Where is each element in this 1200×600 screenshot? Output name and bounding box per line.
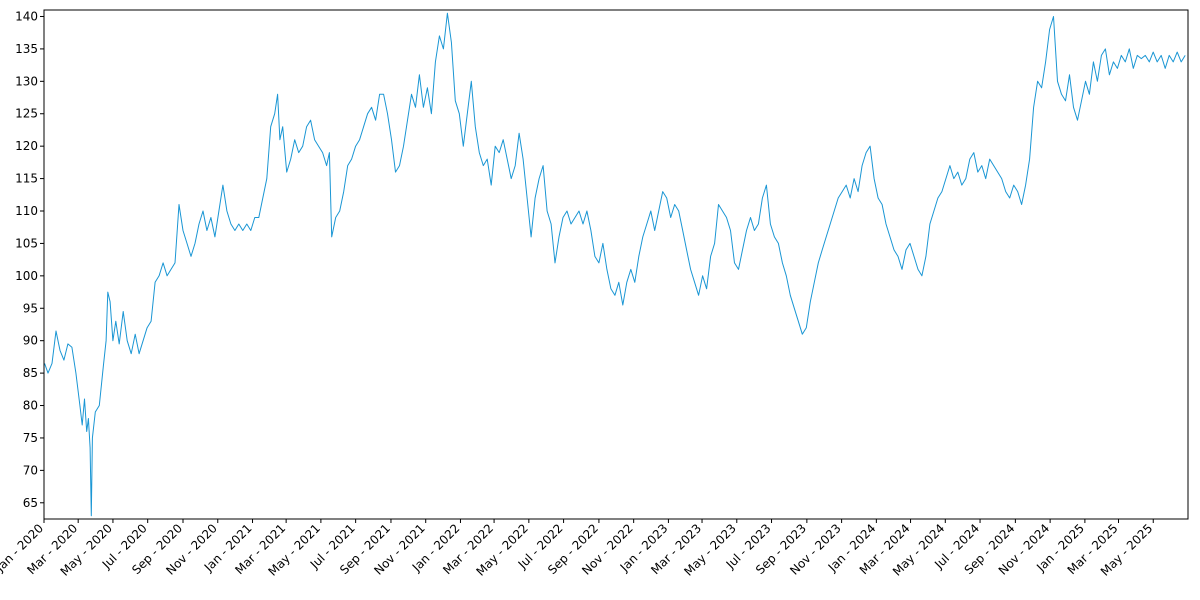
- y-tick-label: 120: [15, 139, 38, 153]
- y-tick-label: 70: [23, 463, 38, 477]
- y-tick-label: 95: [23, 301, 38, 315]
- y-tick-label: 105: [15, 236, 38, 250]
- y-tick-label: 65: [23, 496, 38, 510]
- y-tick-label: 85: [23, 366, 38, 380]
- y-tick-label: 75: [23, 431, 38, 445]
- y-tick-label: 135: [15, 42, 38, 56]
- y-tick-label: 140: [15, 9, 38, 23]
- y-tick-label: 130: [15, 74, 38, 88]
- y-tick-label: 100: [15, 269, 38, 283]
- y-tick-label: 115: [15, 172, 38, 186]
- plot-frame: [43, 9, 1189, 520]
- series-group: [44, 12, 1186, 517]
- y-tick-label: 80: [23, 399, 38, 413]
- y-tick-label: 90: [23, 334, 38, 348]
- series-line: [44, 12, 1186, 517]
- y-tick-label: 125: [15, 107, 38, 121]
- y-axis: 65 70 75 80 85 90 95 100 105 110 115 120 125 130 135 14…: [15, 9, 44, 510]
- y-tick-label: 110: [15, 204, 38, 218]
